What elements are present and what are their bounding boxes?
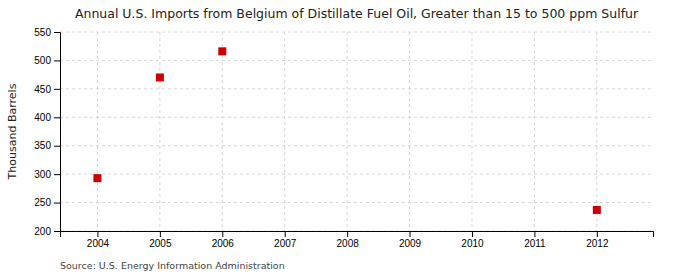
x-tick: 2005 [149,231,172,249]
y-tick-mark [54,117,60,118]
y-tick-mark [54,146,60,147]
grid-line-x [159,32,160,231]
x-tick: 2009 [399,231,422,249]
x-tick: 2011 [524,231,546,249]
x-tick-mark [472,231,473,237]
x-tick-label: 2012 [586,238,609,249]
x-tick-label: 2004 [87,238,110,249]
grid-line-x [222,32,223,231]
grid-line-y [60,88,653,89]
x-tick-label: 2006 [212,238,235,249]
y-tick-mark [54,32,60,33]
y-tick: 450 [34,84,60,95]
plot: 2004200520062007200820092010201120122002… [34,27,653,249]
x-tick-mark [97,231,98,237]
x-tick-label: 2010 [461,238,484,249]
x-tick-mark [347,231,348,237]
y-tick: 350 [34,140,60,151]
x-tick-label: 2011 [524,238,546,249]
grid-line-y [60,60,653,61]
y-tick-label: 550 [34,27,51,38]
grid-line-x [471,32,472,231]
x-tick-mark [410,231,411,237]
source-note: Source: U.S. Energy Information Administ… [60,260,285,271]
x-tick: 2007 [274,231,297,249]
x-axis-line [61,232,654,238]
point [93,174,101,182]
grid [60,32,653,231]
point [593,206,601,214]
grid-line-y [60,174,653,175]
y-tick-label: 400 [34,112,51,123]
grid-line-x [347,32,348,231]
chart: 2004200520062007200820092010201120122002… [0,0,675,275]
title: Annual U.S. Imports from Belgium of Dist… [75,6,639,21]
x-tick-mark [285,231,286,237]
y-axis: 200 250 300 350 400 450 500 550 [34,27,60,237]
y-tick-mark [54,231,60,232]
x-tick-label: 2007 [274,238,297,249]
y-tick-label: 450 [34,84,51,95]
y-tick-label: 250 [34,197,51,208]
y-axis-line [54,33,61,232]
y-tick-mark [54,89,60,90]
x-tick: 2004 [87,231,110,249]
y-axis-title: Thousand Barrels [6,83,19,180]
y-tick: 500 [34,55,60,66]
point [156,73,164,81]
x-tick-mark [160,231,161,237]
grid-line-x [97,32,98,231]
y-tick-label: 350 [34,140,51,151]
y-tick-label: 500 [34,55,51,66]
grid-line-y [60,202,653,203]
x-tick-mark [534,231,535,237]
grid-line-x [596,32,597,231]
grid-line-y [60,32,653,33]
y-tick-mark [54,174,60,175]
y-tick: 400 [34,112,60,123]
grid-line-x [284,32,285,231]
x-tick: 2008 [337,231,360,249]
y-tick: 550 [34,27,60,38]
x-tick-label: 2005 [149,238,172,249]
y-tick-mark [54,203,60,204]
marks [93,47,600,214]
x-tick-label: 2008 [337,238,360,249]
x-tick: 2010 [461,231,484,249]
x-axis: 2004 2005 2006 2007 2008 2009 2010 2011 2012 [61,231,654,249]
x-tick: 2006 [212,231,235,249]
y-tick-mark [54,60,60,61]
grid-line-y [60,117,653,118]
grid-line-x [409,32,410,231]
grid-line-y [60,145,653,146]
x-tick-mark [222,231,223,237]
x-tick-mark [597,231,598,237]
x-tick-label: 2009 [399,238,422,249]
y-tick: 200 [34,226,60,237]
x-tick: 2012 [586,231,609,249]
y-tick-label: 200 [34,226,51,237]
y-tick: 250 [34,197,60,208]
point [218,47,226,55]
y-tick: 300 [34,169,60,180]
grid-line-x [534,32,535,231]
y-tick-label: 300 [34,169,51,180]
